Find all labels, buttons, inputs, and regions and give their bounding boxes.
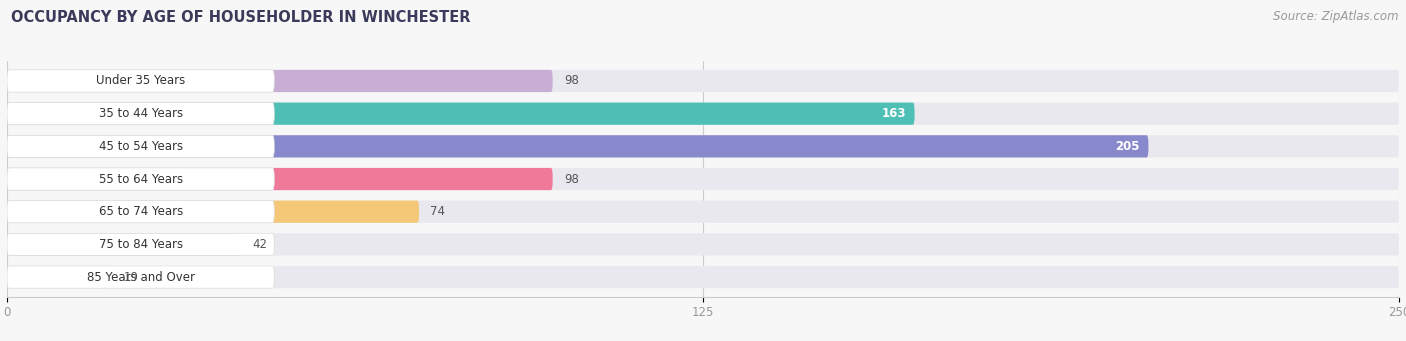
Text: 35 to 44 Years: 35 to 44 Years bbox=[98, 107, 183, 120]
FancyBboxPatch shape bbox=[7, 70, 553, 92]
FancyBboxPatch shape bbox=[7, 135, 1399, 158]
Text: 74: 74 bbox=[430, 205, 446, 218]
FancyBboxPatch shape bbox=[7, 103, 1399, 125]
Text: 45 to 54 Years: 45 to 54 Years bbox=[98, 140, 183, 153]
Text: 205: 205 bbox=[1115, 140, 1140, 153]
FancyBboxPatch shape bbox=[7, 135, 1149, 158]
FancyBboxPatch shape bbox=[7, 266, 274, 288]
Text: 19: 19 bbox=[124, 270, 139, 284]
FancyBboxPatch shape bbox=[7, 168, 274, 190]
FancyBboxPatch shape bbox=[7, 233, 240, 255]
FancyBboxPatch shape bbox=[7, 70, 274, 92]
Text: 98: 98 bbox=[564, 74, 579, 88]
FancyBboxPatch shape bbox=[7, 168, 553, 190]
Text: Under 35 Years: Under 35 Years bbox=[96, 74, 186, 88]
FancyBboxPatch shape bbox=[7, 266, 112, 288]
FancyBboxPatch shape bbox=[7, 135, 274, 158]
FancyBboxPatch shape bbox=[7, 201, 274, 223]
Text: 163: 163 bbox=[882, 107, 907, 120]
FancyBboxPatch shape bbox=[7, 233, 274, 255]
FancyBboxPatch shape bbox=[7, 201, 419, 223]
FancyBboxPatch shape bbox=[7, 266, 1399, 288]
FancyBboxPatch shape bbox=[7, 168, 1399, 190]
Text: 85 Years and Over: 85 Years and Over bbox=[87, 270, 194, 284]
Text: Source: ZipAtlas.com: Source: ZipAtlas.com bbox=[1274, 10, 1399, 23]
FancyBboxPatch shape bbox=[7, 233, 1399, 255]
Text: 75 to 84 Years: 75 to 84 Years bbox=[98, 238, 183, 251]
Text: 98: 98 bbox=[564, 173, 579, 186]
FancyBboxPatch shape bbox=[7, 70, 1399, 92]
FancyBboxPatch shape bbox=[7, 103, 914, 125]
Text: OCCUPANCY BY AGE OF HOUSEHOLDER IN WINCHESTER: OCCUPANCY BY AGE OF HOUSEHOLDER IN WINCH… bbox=[11, 10, 471, 25]
FancyBboxPatch shape bbox=[7, 201, 1399, 223]
Text: 42: 42 bbox=[252, 238, 267, 251]
FancyBboxPatch shape bbox=[7, 103, 274, 125]
Text: 55 to 64 Years: 55 to 64 Years bbox=[98, 173, 183, 186]
Text: 65 to 74 Years: 65 to 74 Years bbox=[98, 205, 183, 218]
